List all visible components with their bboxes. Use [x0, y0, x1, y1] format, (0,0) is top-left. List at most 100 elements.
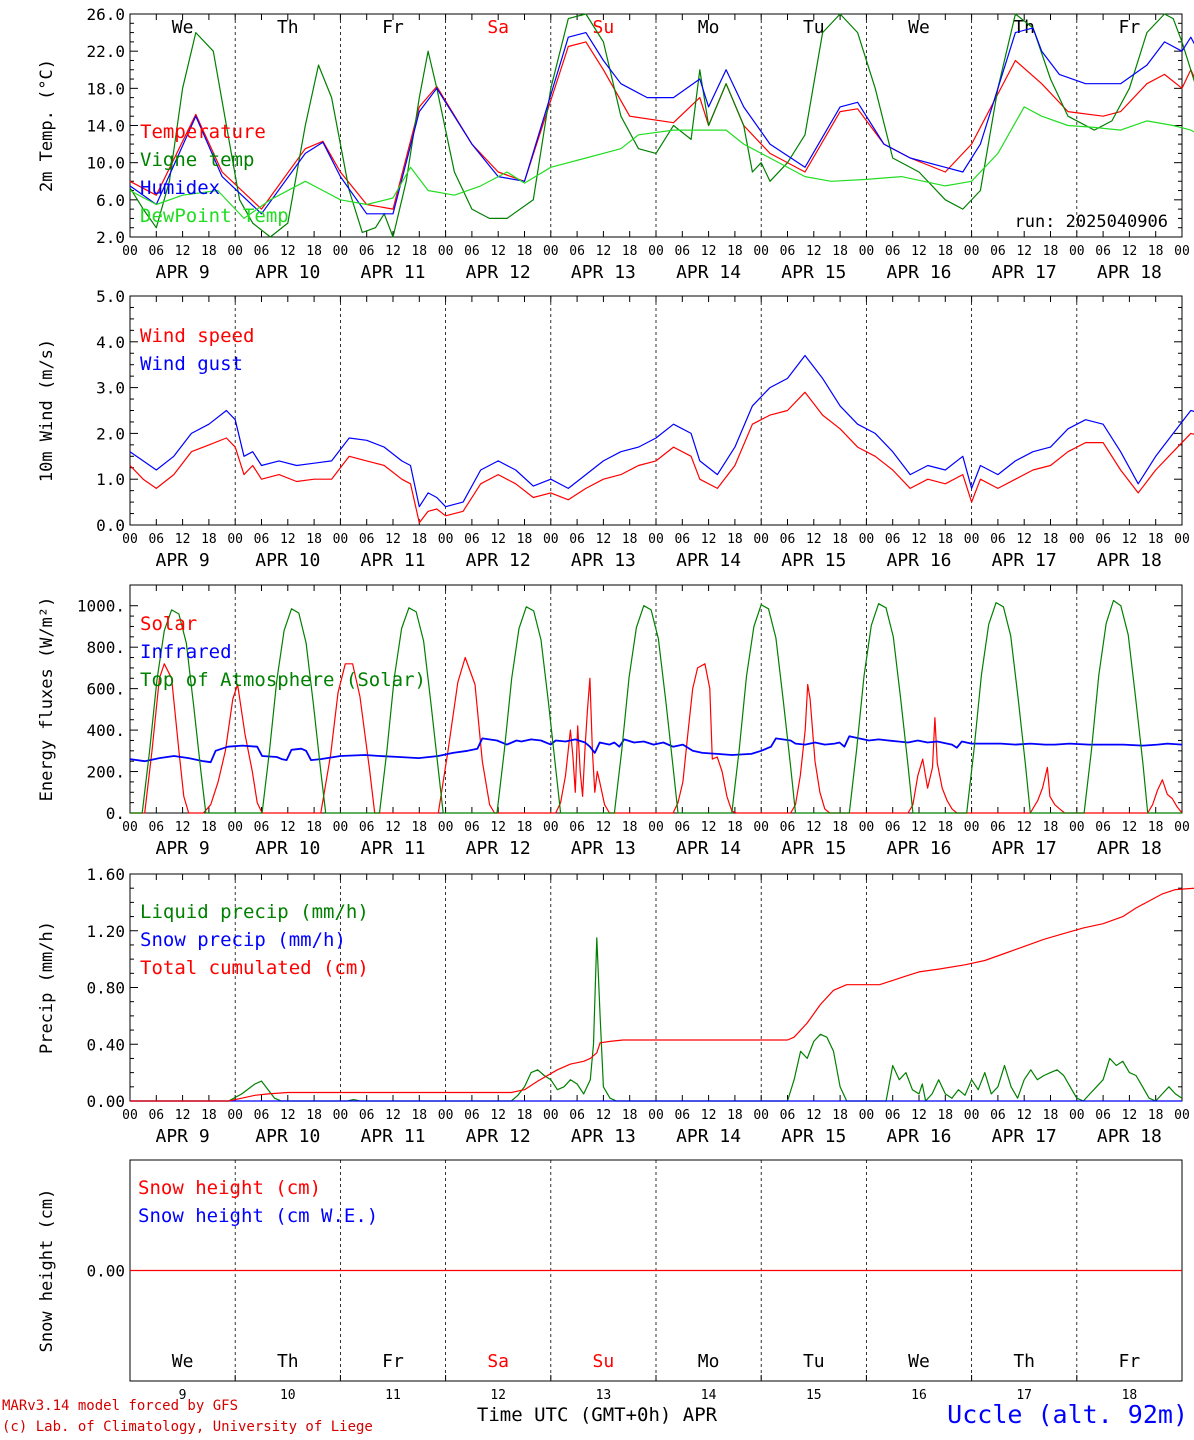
series-line-total-cumulated-cm- — [130, 887, 1194, 1102]
y-tick-label: 4.0 — [96, 333, 125, 352]
hour-tick-label: 18 — [1043, 1108, 1059, 1123]
hour-tick-label: 00 — [333, 244, 349, 259]
date-label: APR 17 — [992, 550, 1057, 571]
hour-tick-label: 06 — [674, 1108, 690, 1123]
day-number-label: 18 — [1122, 1388, 1138, 1403]
hour-tick-label: 12 — [1122, 532, 1138, 547]
legend-entry: Temperature — [140, 121, 266, 143]
hour-tick-label: 18 — [937, 820, 953, 835]
hour-tick-label: 00 — [438, 820, 454, 835]
y-tick-label: 6.0 — [96, 191, 125, 210]
weekday-label: We — [172, 1351, 194, 1372]
day-number-label: 9 — [179, 1388, 187, 1403]
hour-tick-label: 12 — [490, 1108, 506, 1123]
y-tick-label: 5.0 — [96, 287, 125, 306]
y-tick-label: 1.60 — [86, 865, 125, 884]
weekday-label: Mo — [698, 1351, 720, 1372]
weekday-label: Sa — [487, 17, 509, 38]
hour-tick-label: 06 — [674, 244, 690, 259]
date-label: APR 18 — [1097, 550, 1162, 571]
weekday-label: Su — [593, 1351, 615, 1372]
hour-tick-label: 18 — [411, 532, 427, 547]
date-label: APR 12 — [466, 550, 531, 571]
hour-tick-label: 06 — [359, 244, 375, 259]
hour-tick-label: 12 — [806, 244, 822, 259]
hour-tick-label: 12 — [806, 820, 822, 835]
hour-tick-label: 12 — [596, 820, 612, 835]
hour-tick-label: 00 — [438, 532, 454, 547]
hour-tick-label: 18 — [937, 1108, 953, 1123]
hour-tick-label: 06 — [464, 244, 480, 259]
hour-tick-label: 18 — [832, 1108, 848, 1123]
hour-tick-label: 00 — [859, 532, 875, 547]
x-axis-title: Time UTC (GMT+0h) APR — [476, 1404, 718, 1426]
hour-tick-label: 18 — [517, 1108, 533, 1123]
hour-tick-label: 00 — [753, 1108, 769, 1123]
date-label: APR 13 — [571, 550, 636, 571]
hour-tick-label: 18 — [517, 244, 533, 259]
y-tick-label: 800. — [86, 638, 125, 657]
series-line-temperature — [129, 41, 1194, 210]
hour-tick-label: 06 — [359, 1108, 375, 1123]
hour-tick-label: 06 — [674, 532, 690, 547]
hour-tick-label: 12 — [1122, 820, 1138, 835]
y-tick-label: 22.0 — [86, 42, 125, 61]
y-tick-label: 14.0 — [86, 117, 125, 136]
weekday-label: We — [172, 17, 194, 38]
hour-tick-label: 18 — [727, 244, 743, 259]
weekday-label: Th — [1013, 1351, 1035, 1372]
legend-entry: Liquid precip (mm/h) — [140, 901, 369, 923]
hour-tick-label: 18 — [306, 820, 322, 835]
legend-entry: Infrared — [140, 641, 232, 663]
hour-tick-label: 18 — [622, 532, 638, 547]
y-tick-label: 2.0 — [96, 228, 125, 247]
hour-tick-label: 00 — [964, 532, 980, 547]
hour-tick-label: 12 — [911, 532, 927, 547]
date-label: APR 15 — [781, 550, 846, 571]
legend-entry: Top of Atmosphere (Solar) — [140, 669, 426, 691]
hour-tick-label: 12 — [1016, 1108, 1032, 1123]
date-label: APR 17 — [992, 838, 1057, 859]
legend-entry: Total cumulated (cm) — [140, 957, 369, 979]
hour-tick-label: 00 — [1174, 1108, 1190, 1123]
hour-tick-label: 06 — [990, 1108, 1006, 1123]
weekday-label: Fr — [382, 1351, 404, 1372]
hour-tick-label: 12 — [701, 532, 717, 547]
hour-tick-label: 18 — [622, 244, 638, 259]
hour-tick-label: 06 — [569, 244, 585, 259]
date-label: APR 14 — [676, 838, 741, 859]
hour-tick-label: 18 — [306, 244, 322, 259]
hour-tick-label: 00 — [648, 1108, 664, 1123]
hour-tick-label: 00 — [753, 820, 769, 835]
hour-tick-label: 12 — [280, 532, 296, 547]
y-axis-label: 2m Temp. (°C) — [37, 59, 57, 192]
hour-tick-label: 12 — [596, 244, 612, 259]
series-line-dewpoint-temp — [129, 106, 1194, 219]
hour-tick-label: 00 — [438, 1108, 454, 1123]
y-tick-label: 400. — [86, 721, 125, 740]
hour-tick-label: 12 — [175, 820, 191, 835]
hour-tick-label: 06 — [254, 532, 270, 547]
hour-tick-label: 12 — [490, 244, 506, 259]
date-label: APR 15 — [781, 838, 846, 859]
hour-tick-label: 06 — [464, 820, 480, 835]
weekday-label: Th — [277, 1351, 299, 1372]
hour-tick-label: 06 — [780, 244, 796, 259]
hour-tick-label: 12 — [175, 244, 191, 259]
date-label: APR 10 — [255, 838, 320, 859]
hour-tick-label: 12 — [490, 532, 506, 547]
hour-tick-label: 18 — [201, 244, 217, 259]
hour-tick-label: 06 — [464, 1108, 480, 1123]
day-number-label: 15 — [806, 1388, 822, 1403]
hour-tick-label: 00 — [964, 244, 980, 259]
hour-tick-label: 00 — [333, 820, 349, 835]
hour-tick-label: 18 — [201, 532, 217, 547]
series-line-humidex — [129, 27, 1194, 215]
day-number-label: 16 — [911, 1388, 927, 1403]
hour-tick-label: 06 — [990, 532, 1006, 547]
legend-entry: Snow precip (mm/h) — [140, 929, 346, 951]
legend-entry: Vigne temp — [140, 149, 254, 171]
hour-tick-label: 00 — [122, 820, 138, 835]
hour-tick-label: 06 — [1095, 820, 1111, 835]
